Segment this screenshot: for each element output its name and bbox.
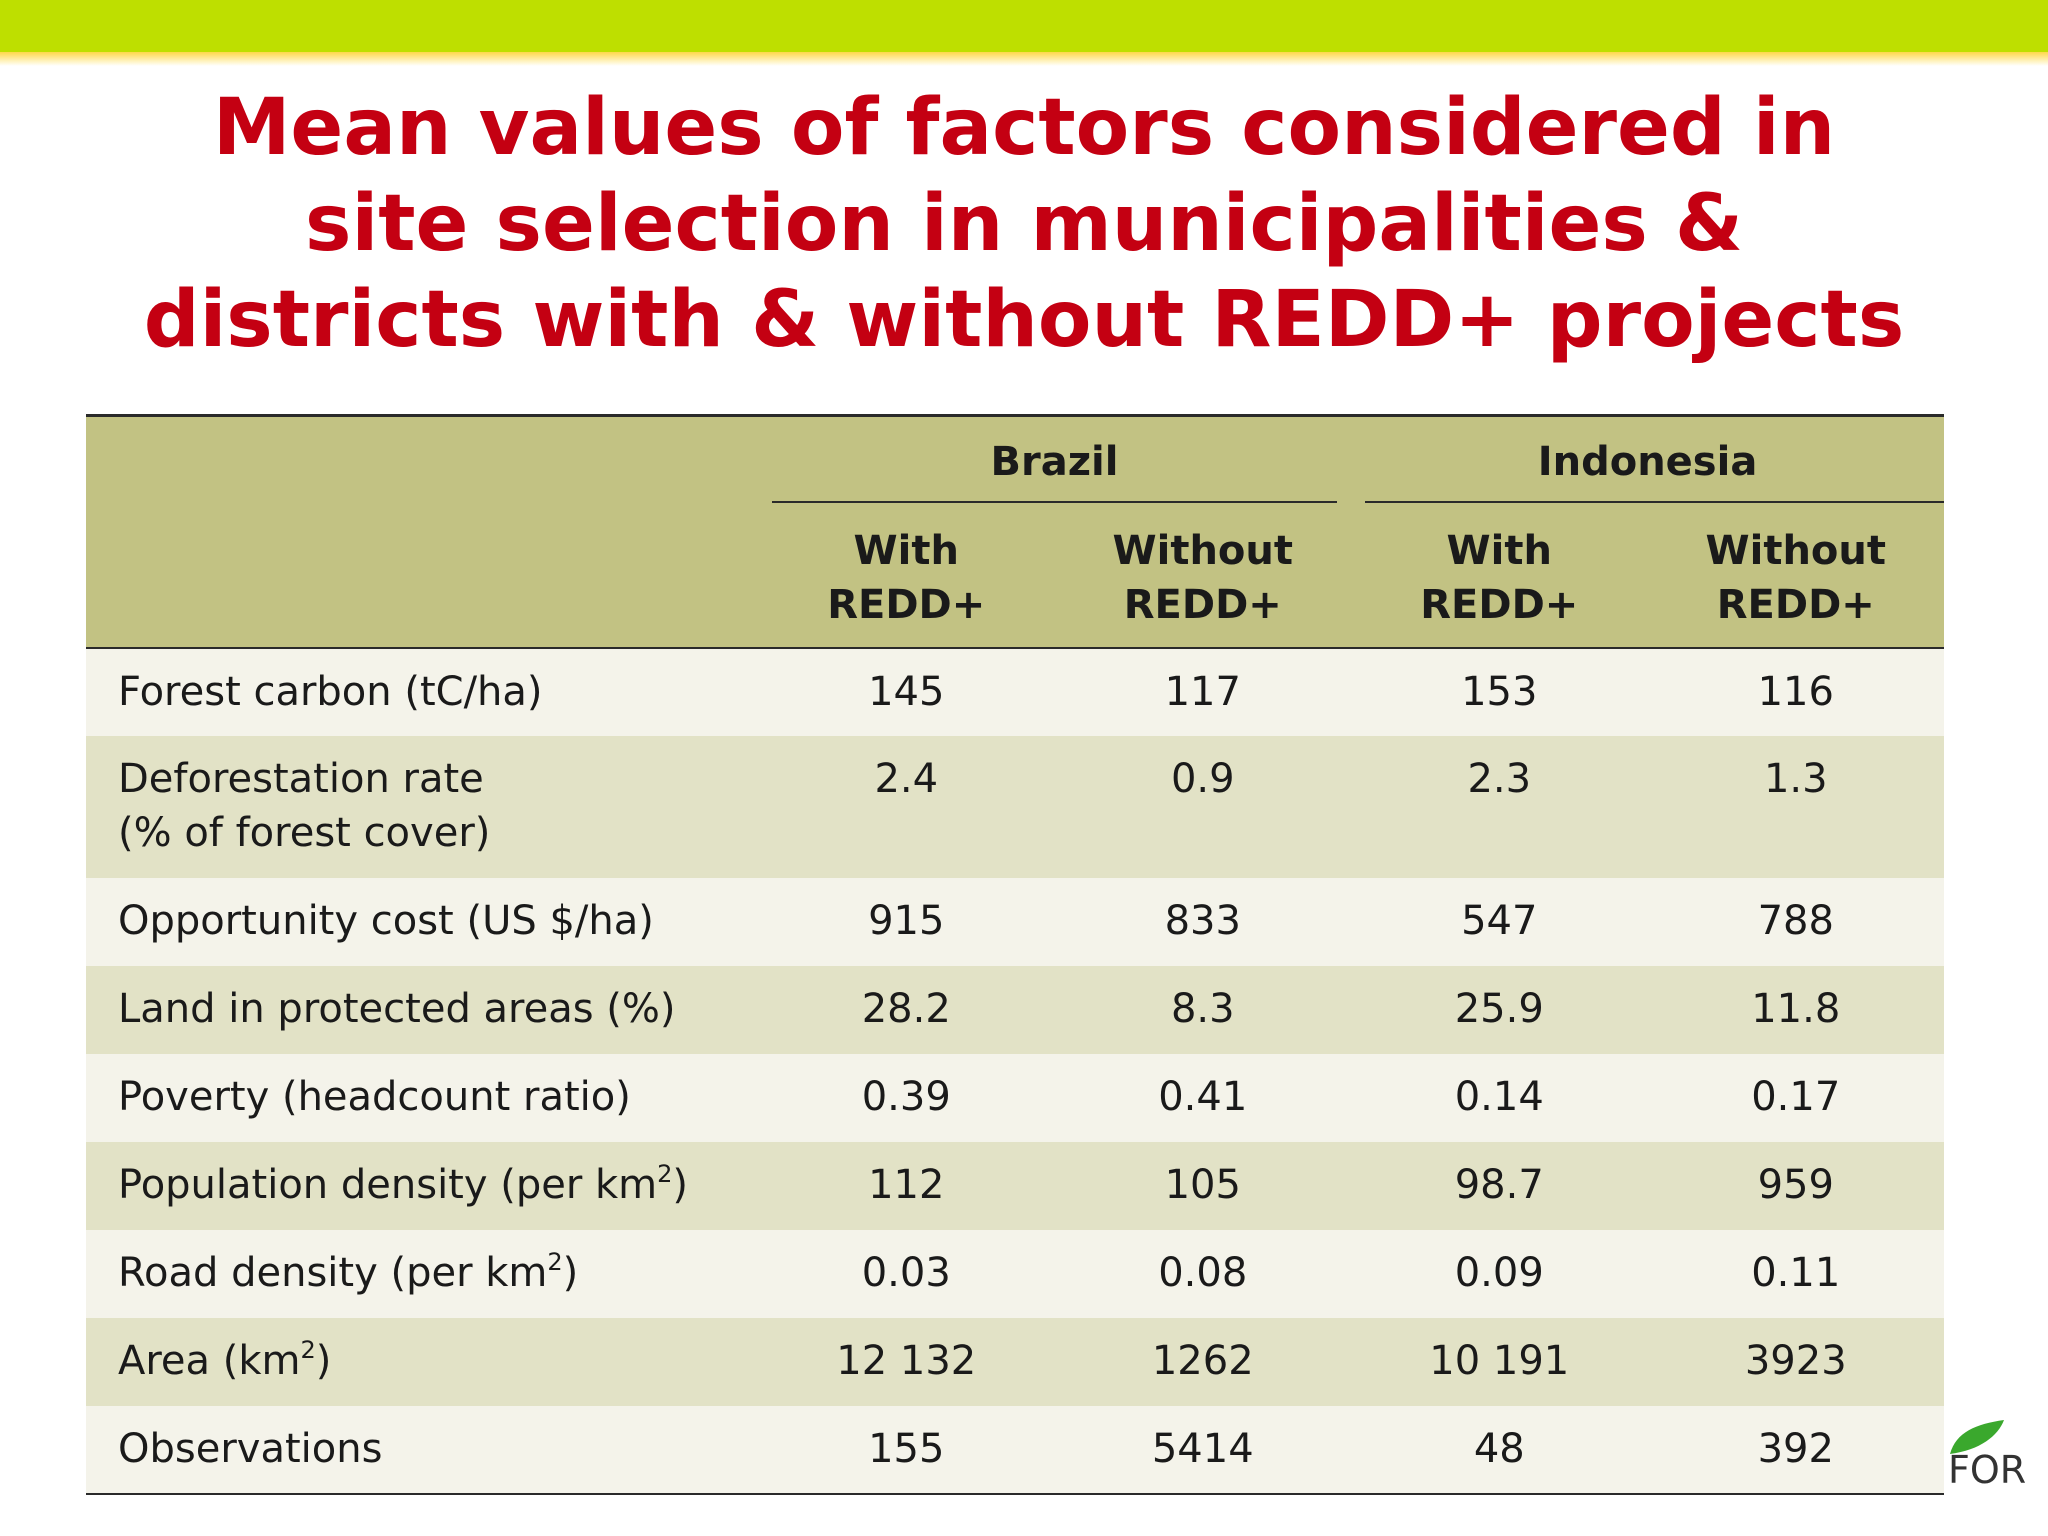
- table-row: Deforestation rate (% of forest cover) 2.…: [86, 735, 1945, 878]
- table-row: Population density (per km2) 112 105 98.…: [86, 1141, 1945, 1230]
- country-underline: [772, 501, 1338, 504]
- cifor-logo: FOR: [1930, 1410, 2048, 1500]
- country-underline: [1365, 501, 1945, 504]
- cell-value: 11.8: [1751, 985, 1841, 1032]
- cell-value: 105: [1164, 1161, 1241, 1208]
- row-label-end: ): [562, 1249, 579, 1296]
- row-label-line: (% of forest cover): [118, 809, 491, 856]
- header-sub-2: With REDD+: [1351, 504, 1648, 648]
- cell-value: 153: [1461, 668, 1538, 715]
- cell-value: 25.9: [1454, 985, 1544, 1032]
- row-label-text: Area (km: [118, 1337, 301, 1384]
- title-line-2: site selection in municipalities &: [305, 179, 1743, 269]
- row-label: Opportunity cost (US $/ha): [118, 897, 654, 944]
- row-label: Population density (per km2): [86, 1142, 758, 1230]
- cell-value: 1262: [1151, 1337, 1254, 1384]
- cell-value: 0.03: [861, 1249, 951, 1296]
- cell-value: 112: [868, 1161, 945, 1208]
- cell-value: 98.7: [1454, 1161, 1544, 1208]
- cell-value: 0.14: [1454, 1073, 1544, 1120]
- leaf-icon: [1950, 1420, 2004, 1454]
- row-label: Deforestation rate (% of forest cover): [86, 736, 758, 878]
- header-line: With: [1446, 528, 1552, 574]
- header-line: REDD+: [827, 582, 986, 628]
- header-sub-1: Without REDD+: [1055, 504, 1352, 648]
- row-label-superscript: 2: [547, 1247, 563, 1276]
- cell-value: 0.39: [861, 1073, 951, 1120]
- cell-value: 5414: [1151, 1425, 1254, 1472]
- cell-value: 0.17: [1751, 1073, 1841, 1120]
- row-label: Observations: [118, 1425, 383, 1472]
- row-label-superscript: 2: [657, 1159, 673, 1188]
- row-label-superscript: 2: [300, 1335, 316, 1364]
- table-row: Forest carbon (tC/ha) 145 117 153 116: [86, 647, 1945, 736]
- table-row: Road density (per km2) 0.03 0.08 0.09 0.…: [86, 1229, 1945, 1318]
- table-row: Poverty (headcount ratio) 0.39 0.41 0.14…: [86, 1053, 1945, 1142]
- header-country-brazil: Brazil: [758, 416, 1351, 504]
- cell-value: 959: [1757, 1161, 1834, 1208]
- title-line-1: Mean values of factors considered in: [212, 83, 1836, 173]
- country-name: Brazil: [990, 439, 1119, 486]
- table-body: Forest carbon (tC/ha) 145 117 153 116 De…: [86, 647, 1945, 1494]
- row-label-line: Deforestation rate: [118, 755, 484, 802]
- header-line: Without: [1705, 528, 1887, 574]
- row-label-text: Population density (per km: [118, 1161, 658, 1208]
- table-row: Land in protected areas (%) 28.2 8.3 25.…: [86, 965, 1945, 1054]
- row-label: Forest carbon (tC/ha): [118, 668, 543, 715]
- row-label: Road density (per km2): [86, 1230, 758, 1318]
- cell-value: 0.08: [1158, 1249, 1248, 1296]
- header-empty-cell: [86, 416, 758, 504]
- cell-value: 3923: [1744, 1337, 1847, 1384]
- country-name: Indonesia: [1537, 439, 1758, 486]
- header-line: REDD+: [1420, 582, 1579, 628]
- table-row: Observations 155 5414 48 392: [86, 1405, 1945, 1494]
- row-label: Area (km2): [86, 1318, 758, 1406]
- header-line: REDD+: [1123, 582, 1282, 628]
- cell-value: 28.2: [861, 985, 951, 1032]
- cell-value: 833: [1164, 897, 1241, 944]
- header-line: REDD+: [1716, 582, 1875, 628]
- cell-value: 0.41: [1158, 1073, 1248, 1120]
- header-line: With: [853, 528, 959, 574]
- row-label: Land in protected areas (%): [118, 985, 676, 1032]
- table-header: Brazil Indonesia With REDD+ Without REDD+ …: [86, 415, 1945, 648]
- cell-value: 8.3: [1170, 985, 1235, 1032]
- row-label-text: Road density (per km: [118, 1249, 548, 1296]
- cell-value: 12 132: [836, 1337, 977, 1384]
- cell-value: 2.4: [874, 755, 939, 802]
- header-sub-3: Without REDD+: [1648, 504, 1945, 648]
- top-accent-bar-edge: [0, 52, 2048, 66]
- cell-value: 0.09: [1454, 1249, 1544, 1296]
- cell-value: 116: [1757, 668, 1834, 715]
- cell-value: 155: [868, 1425, 945, 1472]
- cell-value: 10 191: [1429, 1337, 1570, 1384]
- cell-value: 48: [1473, 1425, 1525, 1472]
- cell-value: 1.3: [1763, 755, 1828, 802]
- title-line-3: districts with & without REDD+ projects: [143, 275, 1905, 365]
- slide-title: Mean values of factors considered in sit…: [60, 80, 1988, 368]
- header-line: Without: [1112, 528, 1294, 574]
- header-empty-cell: [86, 504, 758, 648]
- header-country-indonesia: Indonesia: [1351, 416, 1945, 504]
- data-table: Brazil Indonesia With REDD+ Without REDD+ …: [86, 414, 1945, 1495]
- header-sub-0: With REDD+: [758, 504, 1055, 648]
- cell-value: 547: [1461, 897, 1538, 944]
- cell-value: 2.3: [1467, 755, 1532, 802]
- table-row: Opportunity cost (US $/ha) 915 833 547 7…: [86, 877, 1945, 966]
- top-accent-bar: [0, 0, 2048, 52]
- cell-value: 0.9: [1170, 755, 1235, 802]
- logo-text: FOR: [1948, 1448, 2027, 1492]
- row-label-end: ): [315, 1337, 332, 1384]
- row-label-end: ): [672, 1161, 689, 1208]
- cell-value: 915: [868, 897, 945, 944]
- cell-value: 0.11: [1751, 1249, 1841, 1296]
- cell-value: 145: [868, 668, 945, 715]
- table-row: Area (km2) 12 132 1262 10 191 3923: [86, 1317, 1945, 1406]
- cell-value: 117: [1164, 668, 1241, 715]
- cell-value: 392: [1757, 1425, 1834, 1472]
- cell-value: 788: [1757, 897, 1834, 944]
- row-label: Poverty (headcount ratio): [118, 1073, 631, 1120]
